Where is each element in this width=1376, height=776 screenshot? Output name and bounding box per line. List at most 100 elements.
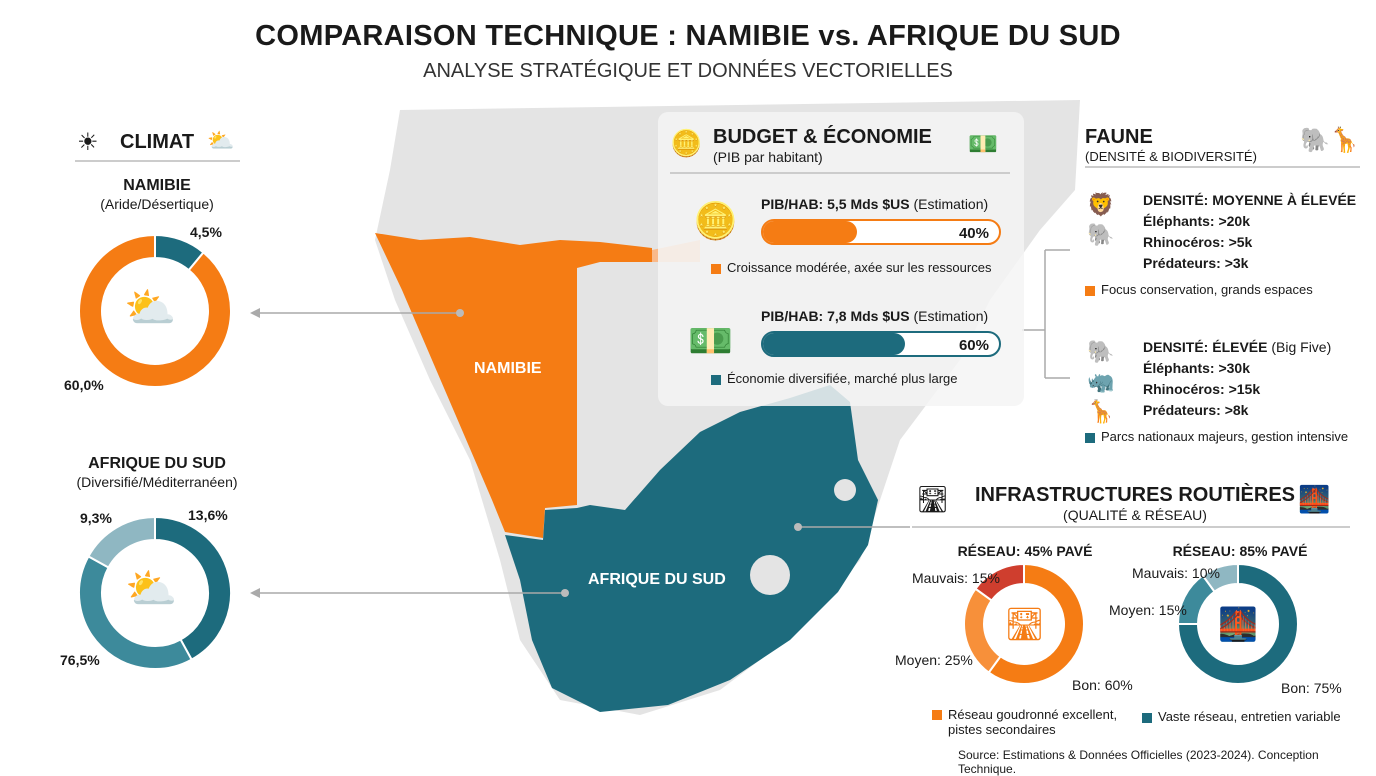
namibia-gdp-legend-text: Croissance modérée, axée sur les ressour… bbox=[727, 260, 992, 275]
map-label-namibia: NAMIBIE bbox=[474, 360, 542, 377]
fauna-subtitle: (DENSITÉ & BIODIVERSITÉ) bbox=[1085, 149, 1257, 164]
namibia-fauna-legend: Focus conservation, grands espaces bbox=[1085, 282, 1313, 297]
roads-title: INFRASTRUCTURES ROUTIÈRES bbox=[974, 484, 1295, 506]
sun-icon: ☀ bbox=[77, 129, 99, 156]
sa-roads-legend: Vaste réseau, entretien variable bbox=[1142, 709, 1341, 724]
namibia-climate-type: (Aride/Désertique) bbox=[100, 196, 214, 212]
sa-fauna-line: Rhinocéros: >15k bbox=[1143, 381, 1261, 397]
sa-gdp-legend-text: Économie diversifiée, marché plus large bbox=[727, 371, 958, 386]
sa-gdp-value: PIB/HAB: 7,8 Mds $US bbox=[761, 308, 910, 324]
rhino-icon: 🦏 bbox=[1087, 369, 1115, 394]
budget-subtitle: (PIB par habitant) bbox=[713, 149, 823, 165]
map-eswatini bbox=[834, 479, 856, 501]
sa-fauna-line: Prédateurs: >8k bbox=[1143, 402, 1249, 418]
sa-fauna-stats: DENSITÉ: ÉLEVÉE (Big Five) Éléphants: >3… bbox=[1143, 337, 1331, 421]
namibia-roads-segment-2 bbox=[974, 562, 1025, 602]
namibia-climate-donut bbox=[78, 233, 232, 388]
sa-fauna-note: Parcs nationaux majeurs, gestion intensi… bbox=[1101, 429, 1349, 444]
sun-cloud-icon: ⛅ bbox=[124, 284, 177, 331]
elephant-giraffe-icon: 🐘🦒 bbox=[1300, 127, 1360, 154]
page-title: COMPARAISON TECHNIQUE : NAMIBIE vs. AFRI… bbox=[255, 20, 1121, 52]
sa-roads-note: Vaste réseau, entretien variable bbox=[1158, 709, 1341, 724]
namibia-gdp-note: (Estimation) bbox=[913, 196, 989, 212]
sa-gdp-bar: 60% bbox=[761, 331, 1001, 357]
elephant-icon: 🐘 bbox=[1087, 222, 1115, 247]
budget-panel: 🪙 BUDGET & ÉCONOMIE (PIB par habitant) 💵… bbox=[658, 112, 1024, 406]
sa-fauna-legend: Parcs nationaux majeurs, gestion intensi… bbox=[1085, 429, 1348, 444]
namibia-roads-label-good: Bon: 60% bbox=[1072, 677, 1133, 693]
sa-gdp-legend: Économie diversifiée, marché plus large bbox=[711, 371, 958, 386]
lion-icon: 🦁 bbox=[1087, 192, 1115, 217]
elephant-icon: 🐘 bbox=[1087, 339, 1115, 364]
climate-title: CLIMAT bbox=[120, 131, 195, 153]
sa-roads-segment-0 bbox=[1176, 562, 1299, 685]
namibia-gdp-value: PIB/HAB: 5,5 Mds $US bbox=[761, 196, 910, 212]
roads-subtitle: (QUALITÉ & RÉSEAU) bbox=[1063, 507, 1207, 523]
fauna-connector bbox=[1022, 249, 1070, 379]
map-lesotho bbox=[750, 555, 790, 595]
sa-gdp-note: (Estimation) bbox=[913, 308, 989, 324]
road-icon: 🛣 bbox=[1004, 606, 1045, 642]
coins-icon: 🪙 bbox=[670, 128, 703, 158]
sa-roads-label-good: Bon: 75% bbox=[1281, 680, 1342, 696]
namibia-roads-heading: RÉSEAU: 45% PAVÉ bbox=[957, 543, 1093, 559]
map-label-south-africa: AFRIQUE DU SUD bbox=[588, 571, 726, 588]
sa-fauna-density-note: (Big Five) bbox=[1271, 339, 1332, 355]
namibia-roads-donut bbox=[963, 562, 1085, 685]
namibia-gdp-legend: Croissance modérée, axée sur les ressour… bbox=[711, 260, 991, 275]
namibia-climate-label-1: 4,5% bbox=[190, 224, 222, 240]
budget-title: BUDGET & ÉCONOMIE bbox=[713, 126, 932, 148]
namibia-roads-label-medium: Moyen: 25% bbox=[895, 652, 973, 668]
sa-climate-donut bbox=[78, 515, 232, 670]
namibia-fauna-line: Éléphants: >20k bbox=[1143, 213, 1250, 229]
sun-cloud-icon: ⛅ bbox=[125, 565, 178, 612]
coins-icon-namibia: 🪙 bbox=[693, 200, 738, 241]
sa-climate-segment-2 bbox=[87, 515, 156, 569]
bridge-icon: 🌉 bbox=[1218, 606, 1258, 642]
sa-animal-icons: 🐘 🦏 🦒 bbox=[1087, 337, 1114, 427]
namibia-gdp-bar: 40% bbox=[761, 219, 1001, 245]
sun-cloud-rain-icon: ⛅ bbox=[207, 128, 235, 153]
fauna-title: FAUNE bbox=[1085, 126, 1153, 148]
sa-gdp-label: PIB/HAB: 7,8 Mds $US (Estimation) bbox=[761, 308, 988, 324]
sa-roads-label-bad: Mauvais: 10% bbox=[1132, 565, 1220, 581]
sa-roads-donut bbox=[1176, 562, 1299, 685]
roads-header: 🛣 INFRASTRUCTURES ROUTIÈRES (QUALITÉ & R… bbox=[912, 480, 1350, 528]
namibia-roads-legend: Réseau goudronné excellent, pistes secon… bbox=[932, 707, 1132, 737]
namibia-animal-icons: 🦁 🐘 bbox=[1087, 190, 1114, 250]
sa-climate-type: (Diversifié/Méditerranéen) bbox=[76, 474, 238, 490]
namibia-fauna-line: Prédateurs: >3k bbox=[1143, 255, 1249, 271]
climate-header: ☀ CLIMAT ⛅ bbox=[75, 126, 240, 162]
sa-climate-label-3: 9,3% bbox=[80, 510, 112, 526]
fauna-header: FAUNE (DENSITÉ & BIODIVERSITÉ) 🐘🦒 bbox=[1085, 126, 1360, 168]
namibia-roads-label-bad: Mauvais: 15% bbox=[912, 570, 1000, 586]
namibia-roads-segment-0 bbox=[987, 562, 1085, 685]
sa-roads-label-medium: Moyen: 15% bbox=[1109, 602, 1187, 618]
map-namibia bbox=[375, 233, 652, 538]
namibia-climate-name: NAMIBIE bbox=[123, 177, 191, 194]
namibia-fauna-line: Rhinocéros: >5k bbox=[1143, 234, 1253, 250]
banknote-icon: 💵 bbox=[968, 131, 998, 158]
namibia-climate-segment-1 bbox=[78, 233, 232, 388]
namibia-fauna-note: Focus conservation, grands espaces bbox=[1101, 282, 1313, 297]
giraffe-icon: 🦒 bbox=[1087, 399, 1115, 424]
sa-fauna-line: Éléphants: >30k bbox=[1143, 360, 1250, 376]
bridge-icon: 🌉 bbox=[1298, 484, 1331, 514]
source-footer: Source: Estimations & Données Officielle… bbox=[958, 748, 1319, 776]
sa-climate-label-2: 76,5% bbox=[60, 652, 100, 668]
sa-roads-segment-2 bbox=[1201, 562, 1239, 594]
namibia-fauna-stats: DENSITÉ: MOYENNE À ÉLEVÉE Éléphants: >20… bbox=[1143, 190, 1356, 274]
sa-climate-name: AFRIQUE DU SUD bbox=[88, 455, 226, 472]
sa-roads-heading: RÉSEAU: 85% PAVÉ bbox=[1172, 543, 1308, 559]
sa-fauna-density: DENSITÉ: ÉLEVÉE bbox=[1143, 339, 1268, 355]
sa-gdp-percent: 60% bbox=[958, 337, 989, 354]
page-subtitle: ANALYSE STRATÉGIQUE ET DONNÉES VECTORIEL… bbox=[423, 60, 953, 82]
namibia-gdp-label: PIB/HAB: 5,5 Mds $US (Estimation) bbox=[761, 196, 988, 212]
namibia-roads-note: Réseau goudronné excellent, pistes secon… bbox=[948, 707, 1118, 737]
namibia-gdp-percent: 40% bbox=[958, 225, 989, 242]
map-south-africa bbox=[505, 385, 878, 712]
namibia-fauna-density: DENSITÉ: MOYENNE À ÉLEVÉE bbox=[1143, 192, 1357, 208]
road-icon: 🛣 bbox=[916, 484, 950, 514]
banknote-icon-sa: 💵 bbox=[688, 320, 733, 361]
sa-climate-label-1: 13,6% bbox=[188, 507, 228, 523]
